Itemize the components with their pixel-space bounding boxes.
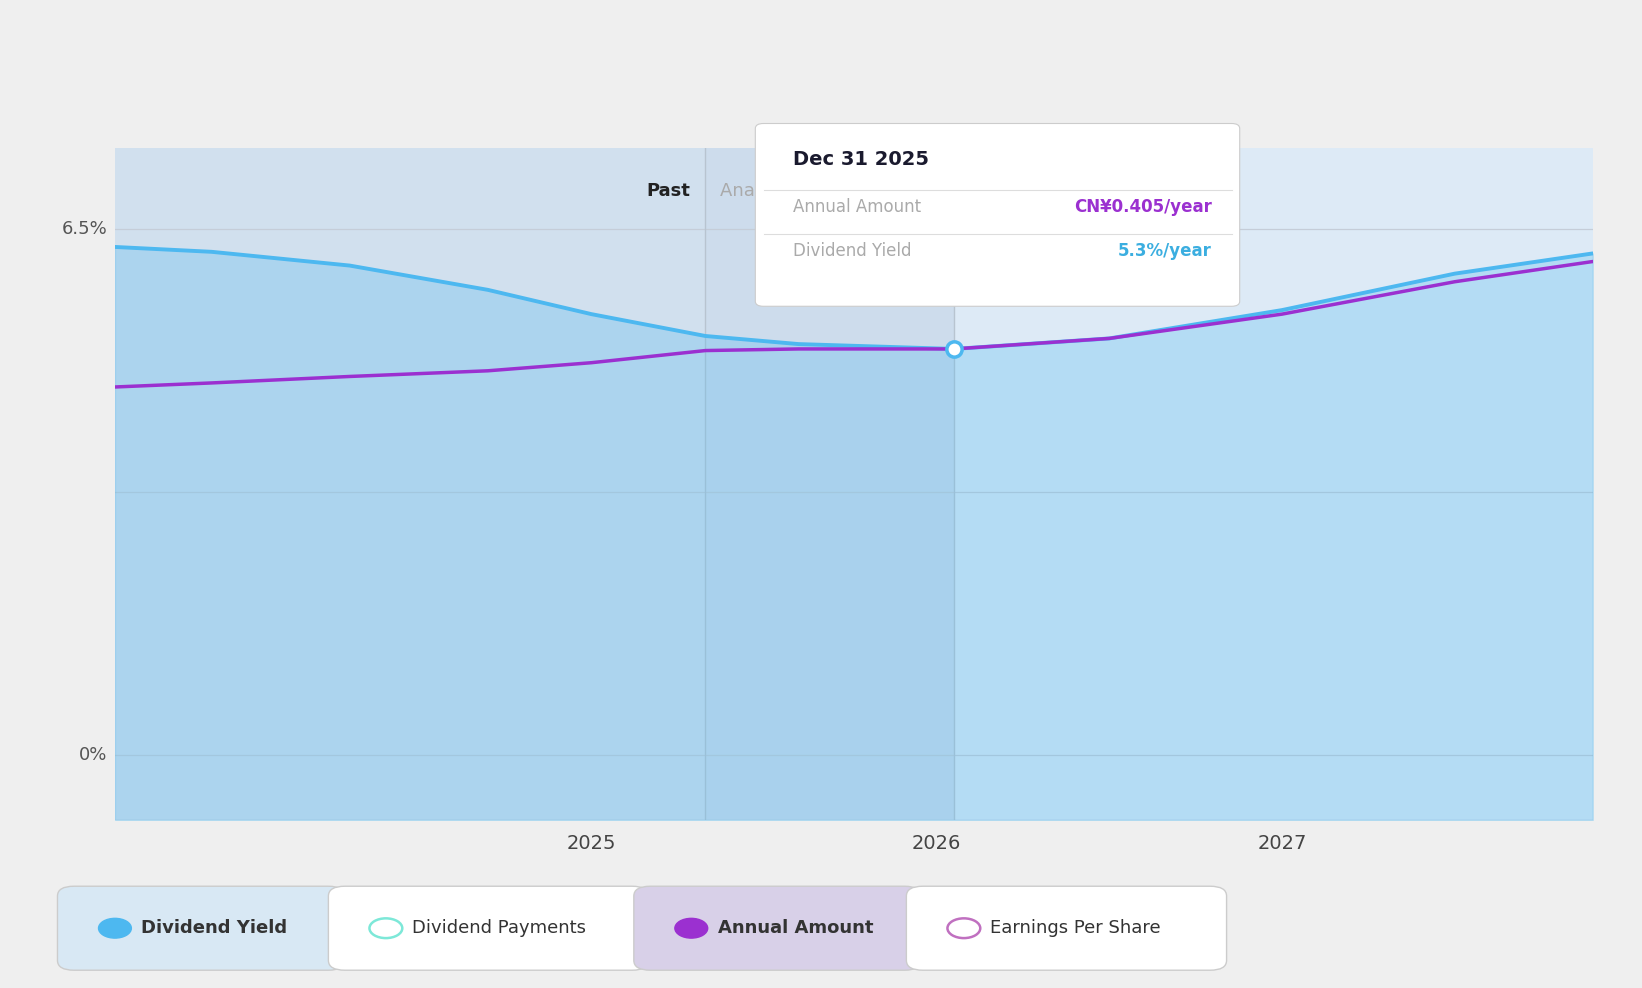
Bar <box>115 148 706 820</box>
Text: Annual Amount: Annual Amount <box>793 198 921 215</box>
Text: Annual Amount: Annual Amount <box>718 919 874 938</box>
Text: Past: Past <box>647 182 691 200</box>
Text: Analysts Forecasts: Analysts Forecasts <box>721 182 888 200</box>
Text: 5.3%/year: 5.3%/year <box>1118 242 1212 260</box>
Text: Dividend Yield: Dividend Yield <box>141 919 287 938</box>
Text: 0%: 0% <box>79 746 108 765</box>
Bar <box>706 148 954 820</box>
Text: Earnings Per Share: Earnings Per Share <box>990 919 1161 938</box>
Text: 6.5%: 6.5% <box>62 220 108 238</box>
Text: Dec 31 2025: Dec 31 2025 <box>793 150 929 169</box>
Text: Dividend Yield: Dividend Yield <box>793 242 911 260</box>
Text: CN¥0.405/year: CN¥0.405/year <box>1074 198 1212 215</box>
Text: Dividend Payments: Dividend Payments <box>412 919 586 938</box>
